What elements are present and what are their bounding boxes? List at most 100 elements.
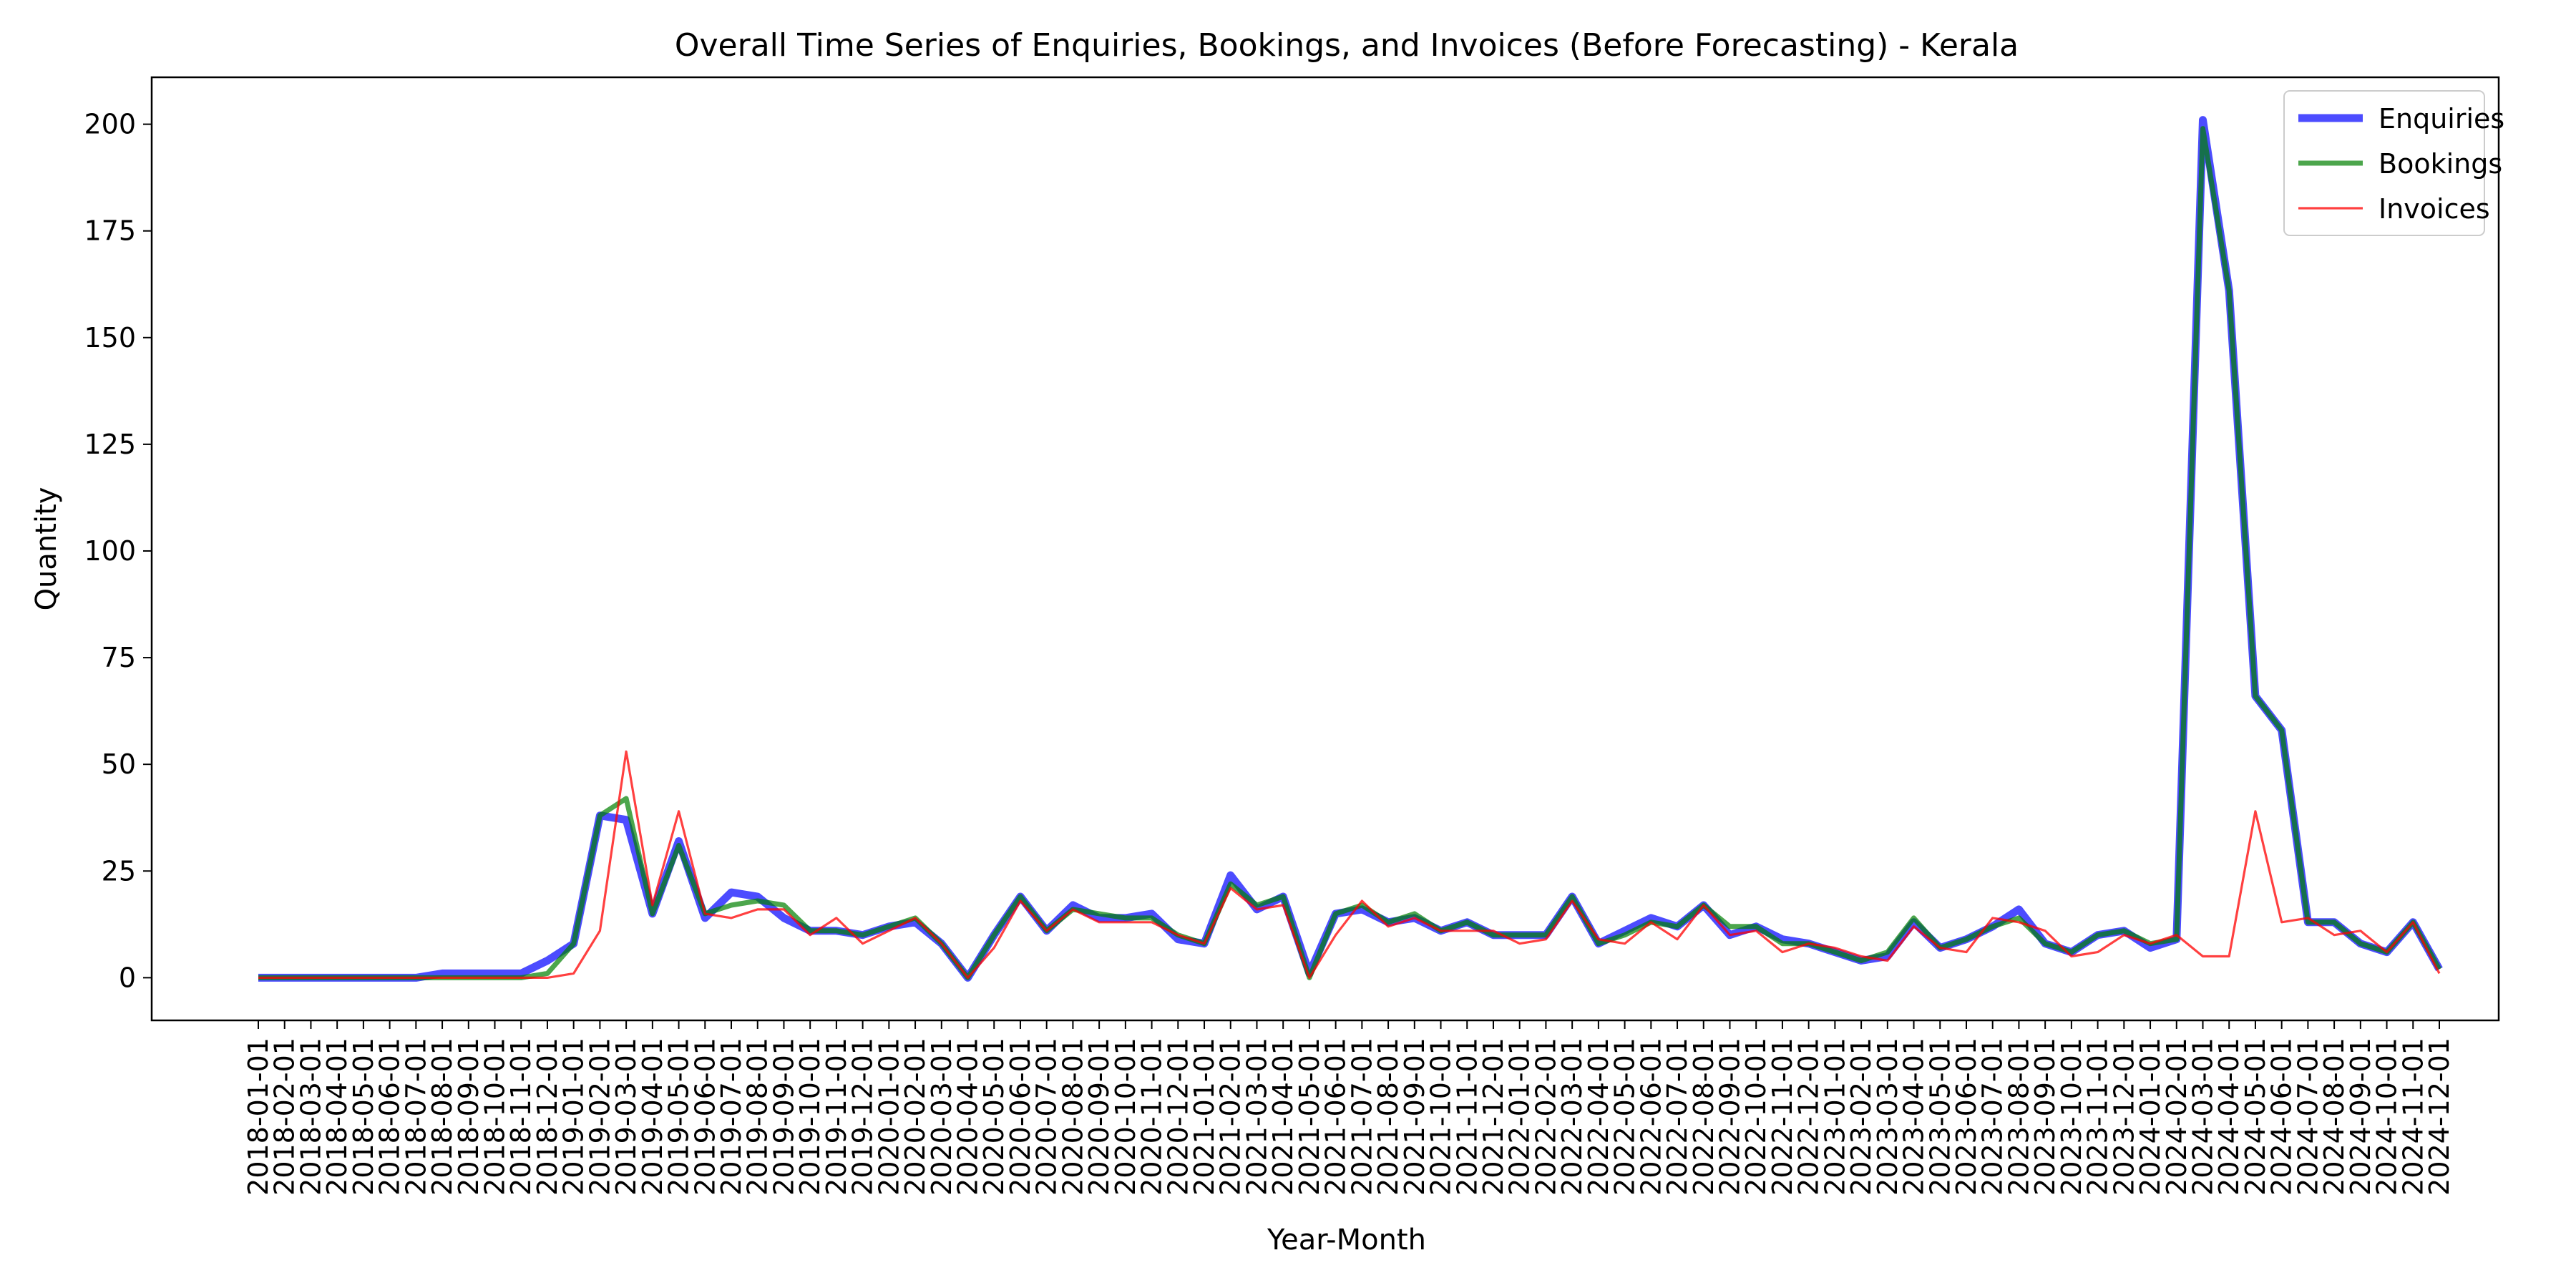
x-tick-label: 2021-10-01 [1425, 1038, 1457, 1196]
y-axis: 0 25 50 75 100 125 150 175 200 [84, 109, 152, 993]
x-tick-label: 2020-09-01 [1083, 1038, 1115, 1196]
x-tick-label: 2019-05-01 [663, 1038, 695, 1196]
x-tick-label: 2020-08-01 [1057, 1038, 1088, 1196]
legend-label-bookings: Bookings [2379, 148, 2502, 180]
x-tick-label: 2020-03-01 [926, 1038, 957, 1196]
y-tick-label: 125 [84, 429, 136, 460]
x-tick-label: 2024-09-01 [2345, 1038, 2376, 1196]
x-tick-label: 2020-06-01 [1005, 1038, 1036, 1196]
x-tick-label: 2024-03-01 [2187, 1038, 2218, 1196]
x-tick-label: 2022-11-01 [1767, 1038, 1798, 1196]
x-tick-label: 2023-03-01 [1872, 1038, 1903, 1196]
x-tick-label: 2021-06-01 [1320, 1038, 1352, 1196]
x-tick-label: 2024-11-01 [2397, 1038, 2429, 1196]
x-tick-label: 2018-04-01 [321, 1038, 353, 1196]
x-tick-label: 2021-08-01 [1372, 1038, 1404, 1196]
legend-label-invoices: Invoices [2379, 193, 2490, 225]
x-tick-label: 2019-09-01 [768, 1038, 799, 1196]
x-tick-label: 2018-05-01 [348, 1038, 379, 1196]
x-tick-label: 2021-02-01 [1215, 1038, 1246, 1196]
x-tick-label: 2021-05-01 [1294, 1038, 1325, 1196]
x-tick-label: 2021-04-01 [1267, 1038, 1299, 1196]
x-tick-label: 2018-06-01 [374, 1038, 406, 1196]
x-tick-label: 2020-10-01 [1110, 1038, 1141, 1196]
x-tick-label: 2018-10-01 [479, 1038, 511, 1196]
chart-title: Overall Time Series of Enquiries, Bookin… [675, 27, 2019, 64]
y-tick-label: 25 [102, 855, 136, 887]
series-line-bookings [258, 126, 2442, 980]
x-tick-label: 2022-08-01 [1688, 1038, 1719, 1196]
x-tick-label: 2023-08-01 [2003, 1038, 2034, 1196]
x-tick-label: 2021-07-01 [1346, 1038, 1377, 1196]
x-tick-label: 2022-12-01 [1793, 1038, 1825, 1196]
x-tick-label: 2018-08-01 [426, 1038, 458, 1196]
plot-area [258, 116, 2443, 982]
y-tick-label: 150 [84, 322, 136, 353]
x-tick-label: 2022-03-01 [1556, 1038, 1588, 1196]
x-tick-label: 2019-02-01 [584, 1038, 615, 1196]
x-tick-label: 2020-07-01 [1031, 1038, 1063, 1196]
x-tick-label: 2024-08-01 [2318, 1038, 2350, 1196]
x-tick-label: 2022-10-01 [1740, 1038, 1772, 1196]
x-axis-label: Year-Month [1267, 1224, 1426, 1257]
y-axis-label: Quantity [30, 487, 63, 611]
x-tick-label: 2018-02-01 [269, 1038, 301, 1196]
x-tick-label: 2020-01-01 [873, 1038, 904, 1196]
x-tick-label: 2021-01-01 [1189, 1038, 1220, 1196]
x-tick-label: 2023-09-01 [2029, 1038, 2061, 1196]
x-tick-label: 2021-11-01 [1451, 1038, 1483, 1196]
x-tick-label: 2023-05-01 [1924, 1038, 1956, 1196]
x-tick-label: 2022-02-01 [1530, 1038, 1561, 1196]
x-tick-label: 2019-10-01 [794, 1038, 826, 1196]
x-tick-label: 2021-12-01 [1478, 1038, 1509, 1196]
x-tick-label: 2020-02-01 [899, 1038, 931, 1196]
x-tick-label: 2024-04-01 [2213, 1038, 2245, 1196]
y-tick-label: 175 [84, 215, 136, 247]
x-tick-label: 2020-05-01 [978, 1038, 1010, 1196]
x-tick-label: 2019-04-01 [637, 1038, 668, 1196]
x-tick-label: 2022-06-01 [1635, 1038, 1667, 1196]
x-tick-label: 2018-03-01 [295, 1038, 326, 1196]
x-tick-label: 2022-04-01 [1583, 1038, 1614, 1196]
x-tick-label: 2023-04-01 [1898, 1038, 1930, 1196]
x-tick-label: 2018-09-01 [453, 1038, 484, 1196]
x-tick-label: 2019-03-01 [610, 1038, 642, 1196]
plot-frame [150, 76, 2500, 1022]
y-tick-label: 100 [84, 535, 136, 567]
x-tick-label: 2019-06-01 [689, 1038, 721, 1196]
x-tick-label: 2018-12-01 [532, 1038, 563, 1196]
x-tick-label: 2023-06-01 [1951, 1038, 1982, 1196]
x-tick-label: 2023-12-01 [2108, 1038, 2140, 1196]
x-tick-label: 2018-07-01 [400, 1038, 431, 1196]
x-tick-label: 2020-04-01 [952, 1038, 984, 1196]
x-tick-label: 2022-09-01 [1714, 1038, 1745, 1196]
x-tick-label: 2021-03-01 [1241, 1038, 1272, 1196]
legend-box [2283, 90, 2485, 236]
y-tick-label: 200 [84, 109, 136, 140]
x-tick-label: 2023-10-01 [2056, 1038, 2087, 1196]
x-tick-label: 2019-01-01 [558, 1038, 590, 1196]
x-tick-label: 2022-07-01 [1662, 1038, 1693, 1196]
x-tick-label: 2024-10-01 [2371, 1038, 2403, 1196]
legend: Enquiries Bookings Invoices [2283, 90, 2504, 236]
x-tick-label: 2024-05-01 [2240, 1038, 2271, 1196]
x-tick-label: 2018-01-01 [243, 1038, 274, 1196]
x-tick-label: 2020-11-01 [1136, 1038, 1168, 1196]
legend-label-enquiries: Enquiries [2379, 103, 2504, 135]
x-tick-label: 2022-05-01 [1609, 1038, 1641, 1196]
x-tick-label: 2022-01-01 [1504, 1038, 1536, 1196]
series-line-invoices [258, 750, 2441, 980]
x-tick-label: 2024-06-01 [2266, 1038, 2298, 1196]
x-axis: 2018-01-012018-02-012018-03-012018-04-01… [243, 1020, 2455, 1196]
x-tick-label: 2021-09-01 [1399, 1038, 1430, 1196]
y-tick-label: 75 [102, 642, 136, 673]
x-tick-label: 2024-12-01 [2424, 1038, 2455, 1196]
x-tick-label: 2023-07-01 [1977, 1038, 2009, 1196]
y-tick-label: 50 [102, 748, 136, 780]
x-tick-label: 2024-07-01 [2292, 1038, 2323, 1196]
x-tick-label: 2019-07-01 [716, 1038, 747, 1196]
x-tick-label: 2018-11-01 [505, 1038, 537, 1196]
x-tick-label: 2024-01-01 [2135, 1038, 2166, 1196]
x-tick-label: 2019-08-01 [742, 1038, 774, 1196]
